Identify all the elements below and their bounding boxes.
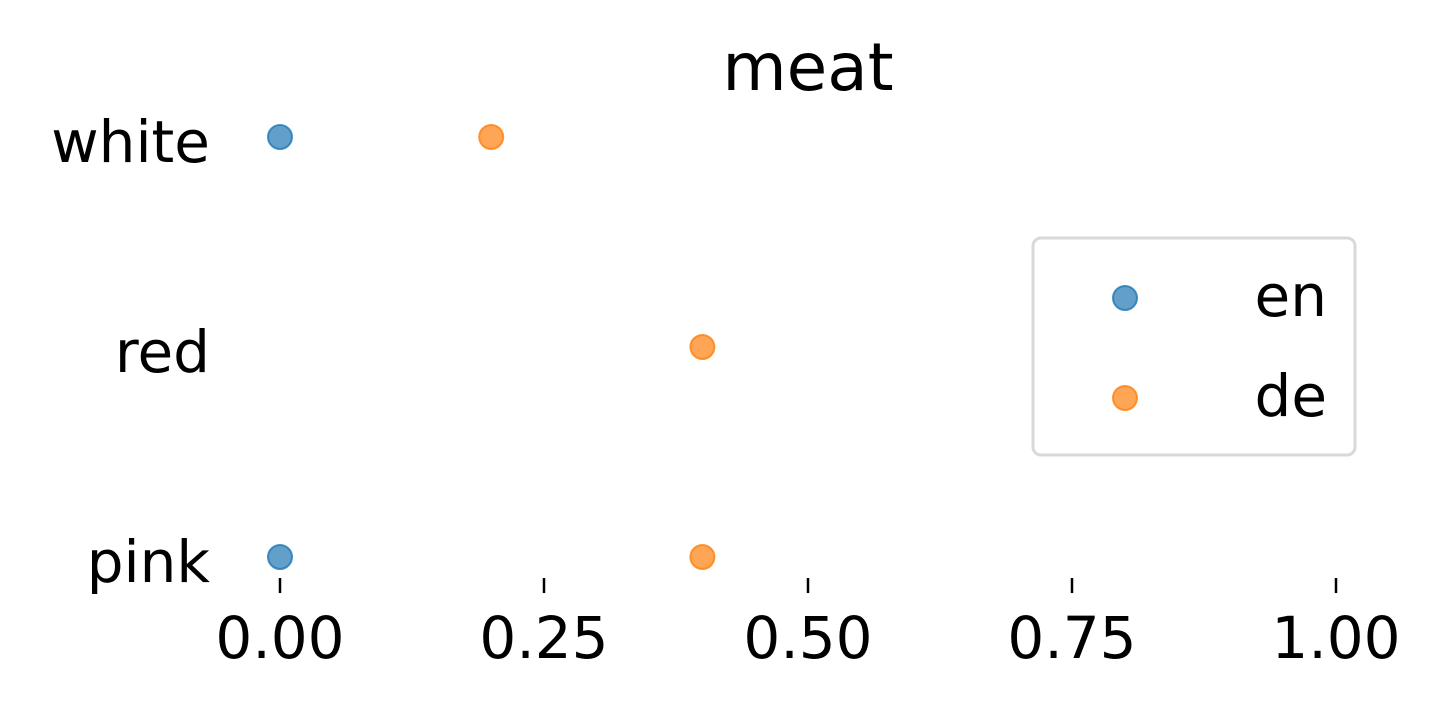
legend-label-en: en <box>1255 262 1327 330</box>
y-tick-label-white: white <box>51 108 210 176</box>
x-axis: 0.00 0.25 0.50 0.75 1.00 <box>215 578 1401 672</box>
data-point-de-white <box>478 124 505 150</box>
chart-title: meat <box>722 29 893 106</box>
x-tick-label: 1.00 <box>1271 604 1400 672</box>
legend-marker-en <box>1112 285 1138 311</box>
x-tick-label: 0.00 <box>215 604 344 672</box>
y-tick-label-red: red <box>115 318 210 386</box>
legend-label-de: de <box>1255 362 1328 430</box>
data-points <box>267 124 1349 570</box>
x-tick-label: 0.50 <box>743 604 872 672</box>
y-axis: white red pink <box>51 108 210 596</box>
legend-marker-de <box>1112 385 1138 411</box>
x-tick-label: 0.75 <box>1007 604 1136 672</box>
data-point-de-pink <box>689 544 716 570</box>
data-point-en-pink <box>267 544 293 570</box>
x-tick-label: 0.25 <box>479 604 608 672</box>
y-tick-label-pink: pink <box>87 528 211 596</box>
legend: en de <box>1031 236 1357 457</box>
data-point-de-red <box>689 334 716 360</box>
data-point-en-white <box>267 124 293 150</box>
